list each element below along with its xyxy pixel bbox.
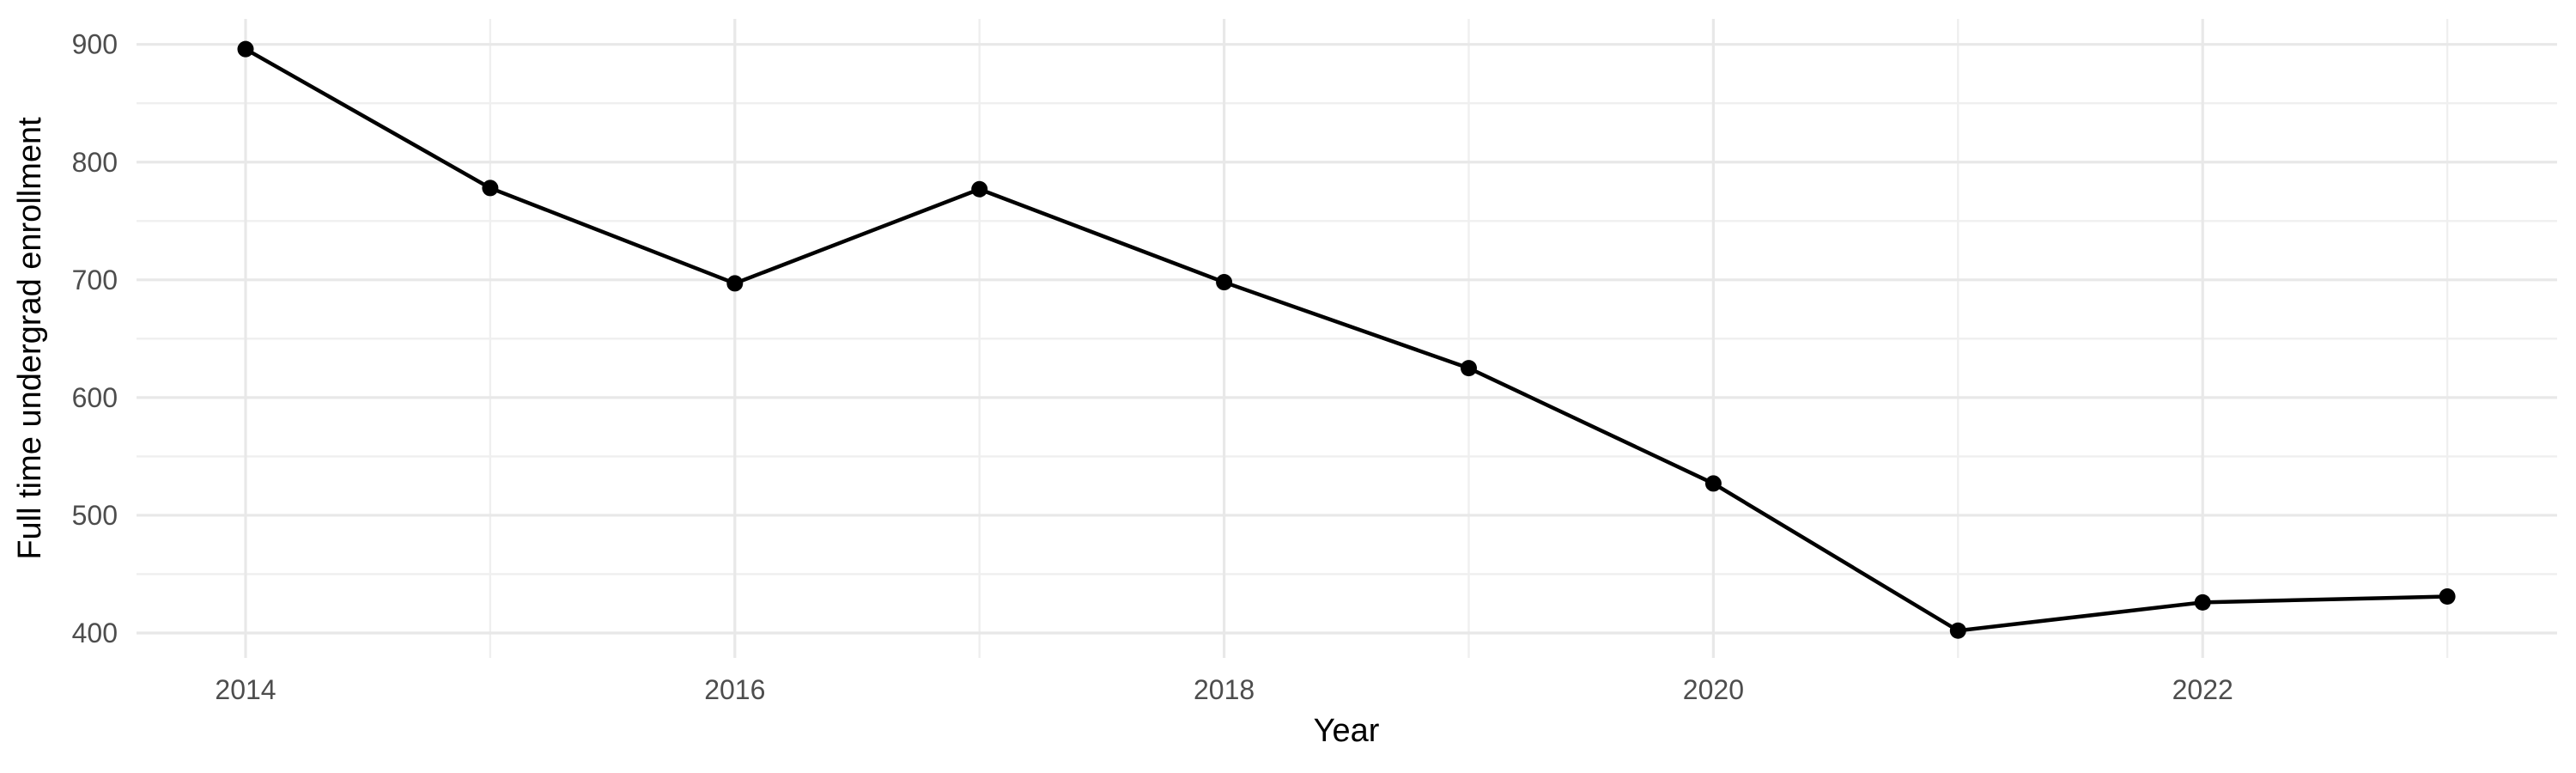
y-tick-label: 400 (72, 618, 118, 648)
y-tick-label: 900 (72, 29, 118, 60)
data-point-2022 (2194, 593, 2211, 611)
data-point-2019 (1461, 360, 1477, 377)
data-point-2016 (726, 275, 744, 292)
x-tick-label: 2020 (1683, 674, 1744, 705)
x-axis-title: Year (1314, 713, 1380, 749)
x-tick-label: 2016 (704, 674, 765, 705)
tick-labels: 400 500 600 700 800 900 2014 2016 2018 2020 2022 (72, 29, 2233, 705)
data-point-2018 (1216, 274, 1233, 291)
minor-gridlines (137, 19, 2557, 658)
y-tick-label: 600 (72, 382, 118, 413)
y-axis-title: Full time undergrad enrollment (12, 117, 48, 560)
x-tick-label: 2018 (1194, 674, 1255, 705)
data-point-2021 (1949, 622, 1966, 639)
series-layer (237, 40, 2456, 639)
data-point-2023 (2439, 588, 2456, 606)
data-point-2017 (971, 180, 988, 198)
y-tick-label: 500 (72, 500, 118, 531)
data-point-2020 (1704, 475, 1722, 492)
major-gridlines (137, 19, 2557, 658)
enrollment-line (243, 46, 2450, 633)
data-point-2014 (237, 40, 254, 58)
data-point-2015 (482, 180, 499, 197)
x-tick-label: 2022 (2172, 674, 2233, 705)
y-tick-label: 800 (72, 147, 118, 178)
x-tick-label: 2014 (215, 674, 276, 705)
y-tick-label: 700 (72, 265, 118, 295)
